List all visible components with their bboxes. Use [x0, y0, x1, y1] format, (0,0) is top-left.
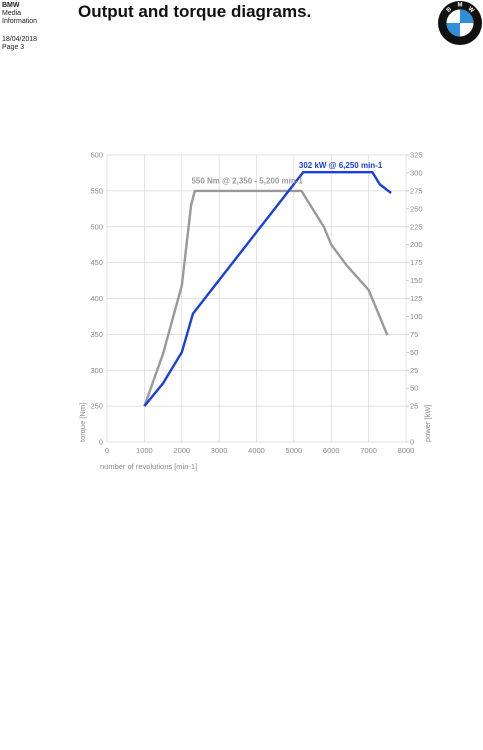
x-tick-label: 7000	[360, 446, 377, 455]
y-tick-label: 0	[99, 438, 103, 447]
page-number: Page 3	[2, 44, 25, 51]
y2-tick-label: 275	[410, 186, 423, 195]
y2-tick-label: 175	[410, 258, 423, 267]
y2-tick-label: 25	[410, 402, 418, 411]
y2-tick-label: 325	[410, 151, 423, 160]
y2-tick-label: 100	[410, 312, 423, 321]
y-tick-label: 450	[90, 258, 103, 267]
logo: B M W	[438, 1, 482, 45]
x-tick-label: 1000	[136, 446, 153, 455]
header-line: Media	[2, 10, 22, 17]
x-tick-label: 4000	[248, 446, 265, 455]
x-tick-label: 3000	[211, 446, 228, 455]
y2-tick-label: 0	[410, 438, 414, 447]
logo-letter: W	[467, 6, 475, 14]
date: 18/04/2018	[2, 36, 38, 43]
annotation: 550 Nm @ 2,350 - 5,200 min-1	[191, 177, 303, 186]
y2-tick-label: 25	[410, 366, 418, 375]
logo-letter: M	[458, 3, 463, 9]
x-tick-label: 2000	[173, 446, 190, 455]
x-tick-label: 6000	[323, 446, 340, 455]
y-tick-label: 250	[90, 402, 103, 411]
y2-tick-label: 225	[410, 222, 423, 231]
y2-tick-label: 300	[410, 168, 423, 177]
y2-axis-label: power [kW]	[423, 404, 432, 442]
y2-tick-label: 250	[410, 204, 423, 213]
logo-quadrant	[460, 9, 474, 23]
x-tick-label: 0	[105, 446, 109, 455]
x-tick-label: 5000	[286, 446, 303, 455]
y2-tick-label: 125	[410, 294, 423, 303]
line	[143, 171, 392, 407]
line	[143, 189, 389, 407]
y-tick-label: 400	[90, 294, 103, 303]
x-axis-label: number of revolutions [min-1]	[100, 462, 197, 471]
header-line: Information	[2, 18, 38, 25]
y2-tick-label: 200	[410, 240, 423, 249]
brand: BMW	[2, 2, 20, 9]
y2-tick-label: 50	[410, 384, 418, 393]
title: Output and torque diagrams.	[78, 2, 312, 21]
x-tick-label: 8000	[398, 446, 415, 455]
y2-tick-label: 75	[410, 330, 418, 339]
y2-tick-label: 150	[410, 276, 423, 285]
logo-letter: B	[446, 6, 454, 14]
logo-quadrant	[446, 23, 460, 37]
y-tick-label: 550	[90, 186, 103, 195]
annotation: 302 kW @ 6,250 min-1	[299, 161, 383, 170]
y-tick-label: 350	[90, 330, 103, 339]
y-tick-label: 500	[90, 222, 103, 231]
y-tick-label: 300	[90, 366, 103, 375]
y-axis-label: torque [Nm]	[78, 403, 87, 442]
y2-tick-label: 50	[410, 348, 418, 357]
chart: 0 1000 2000 3000 4000 5000 6000 7000 80000250300…	[78, 151, 432, 472]
y-tick-label: 600	[90, 151, 103, 160]
